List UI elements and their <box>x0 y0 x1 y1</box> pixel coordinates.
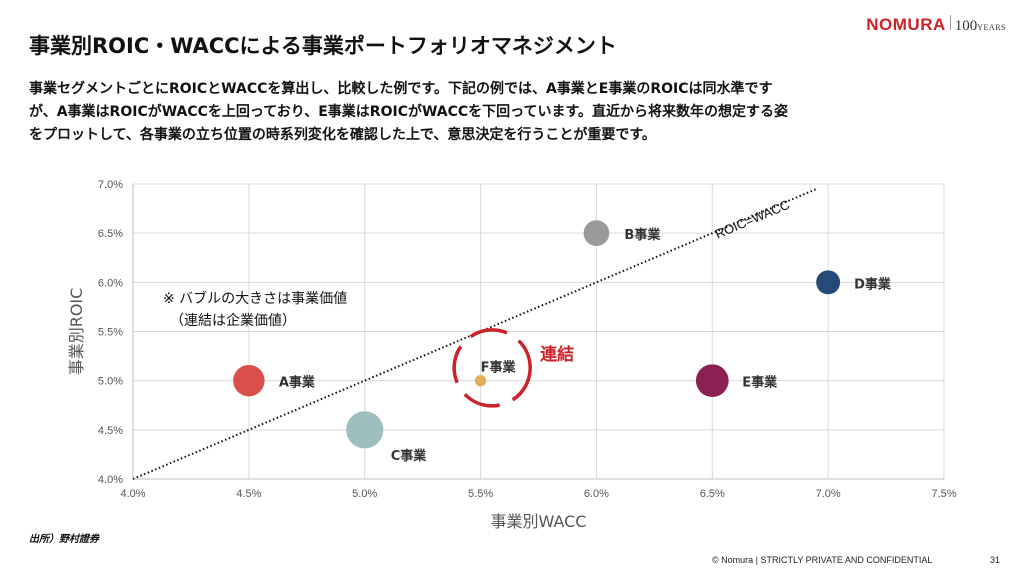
page-number: 31 <box>990 555 1001 565</box>
bubble-label: C事業 <box>391 448 428 464</box>
y-tick-label: 4.5% <box>98 425 123 437</box>
logo-brand: NOMURA <box>866 15 946 34</box>
consolidated-label: 連結 <box>540 344 574 365</box>
bubble-point <box>474 374 487 387</box>
bubble-point <box>816 270 841 295</box>
source-note: 出所）野村證券 <box>29 534 99 545</box>
bubble-label: E事業 <box>742 375 778 391</box>
y-tick-label: 4.0% <box>98 474 123 486</box>
x-tick-label: 5.0% <box>352 488 377 500</box>
y-tick-label: 7.0% <box>98 179 123 191</box>
y-axis-title: 事業別ROIC <box>67 288 86 376</box>
x-tick-label: 7.5% <box>931 488 956 500</box>
footer-confidential: © Nomura | STRICTLY PRIVATE AND CONFIDEN… <box>712 555 933 565</box>
bubble-label: B事業 <box>624 227 661 243</box>
y-tick-label: 5.0% <box>98 376 123 388</box>
y-tick-label: 5.5% <box>98 327 123 339</box>
bubble-label: A事業 <box>279 375 316 391</box>
logo-divider <box>949 15 951 30</box>
y-tick-label: 6.0% <box>98 277 123 289</box>
x-axis-title: 事業別WACC <box>491 512 587 531</box>
y-tick-label: 6.5% <box>98 228 123 240</box>
nomura-logo: NOMURA 100YEARS <box>866 15 1006 35</box>
x-tick-label: 6.0% <box>584 488 609 500</box>
bubble-label: D事業 <box>854 276 892 292</box>
x-tick-label: 7.0% <box>816 488 841 500</box>
bubble-label: F事業 <box>481 360 517 376</box>
consolidated-dashed-circle <box>452 328 532 408</box>
x-tick-label: 6.5% <box>700 488 725 500</box>
x-tick-label: 4.0% <box>120 488 145 500</box>
bubble-note-line2: （連結は企業価値） <box>170 312 296 329</box>
page-description: 事業セグメントごとにROICとWACCを算出し、比較した例です。下記の例では、A… <box>29 81 789 143</box>
roic-wacc-label: ROIC=WACC <box>713 197 792 242</box>
bubble-point <box>233 364 265 397</box>
logo-anniversary: 100YEARS <box>954 18 1006 34</box>
x-tick-label: 5.5% <box>468 488 493 500</box>
bubble-point <box>583 220 610 247</box>
bubble-note-line1: ※ バブルの大きさは事業価値 <box>163 290 347 307</box>
x-tick-label: 4.5% <box>236 488 261 500</box>
bubble-point <box>695 364 729 398</box>
page-title: 事業別ROIC・WACCによる事業ポートフォリオマネジメント <box>29 34 617 58</box>
bubble-point <box>346 411 384 449</box>
